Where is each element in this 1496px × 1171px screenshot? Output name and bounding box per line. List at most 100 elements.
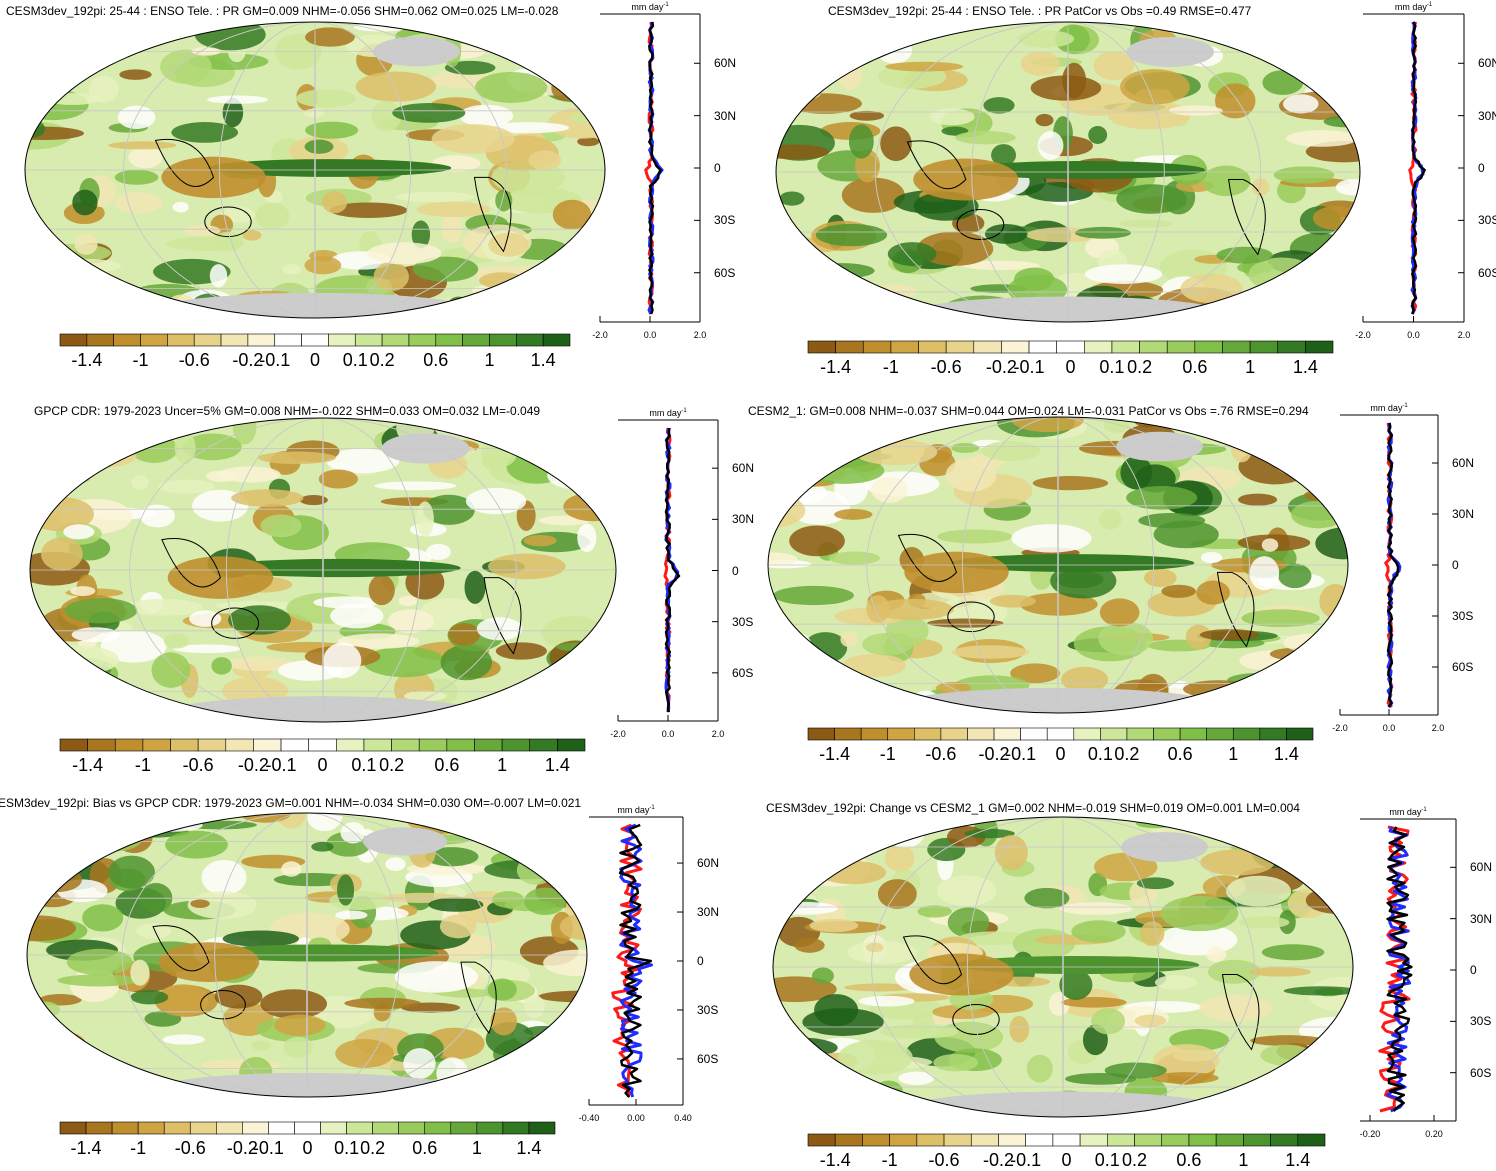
world-map xyxy=(24,21,606,319)
colorbar-label: -0.2 xyxy=(978,744,1010,764)
colorbar-label: 0.2 xyxy=(379,755,405,775)
panel-title: ESM3dev_192pi: Bias vs GPCP CDR: 1979-20… xyxy=(0,796,582,810)
lat-tick-label: 0 xyxy=(1478,161,1485,175)
panel-title: CESM3dev_192pi: Change vs CESM2_1 GM=0.0… xyxy=(766,801,1300,815)
panel-2: CESM3dev_192pi: 25-44 : ENSO Tele. : PR … xyxy=(748,0,1496,390)
colorbar-label: 0.6 xyxy=(1167,744,1193,764)
lat-tick-label: 60S xyxy=(732,665,754,680)
colorbar-label: -0.1 xyxy=(252,1138,284,1158)
colorbar-label: -0.1 xyxy=(265,755,297,775)
colorbar-label: 0.2 xyxy=(1114,744,1140,764)
lat-tick-label: 30N xyxy=(697,905,720,920)
colorbar-label: -0.2 xyxy=(985,357,1017,377)
colorbar-label: -0.1 xyxy=(1013,357,1045,377)
colorbar-label: 1 xyxy=(1245,357,1256,377)
lat-tick-label: 30S xyxy=(1478,213,1496,228)
profile-xtick-label: -2.0 xyxy=(1355,330,1371,340)
profile-xtick-label: 0.0 xyxy=(1407,330,1420,340)
lat-tick-label: 30N xyxy=(714,108,737,123)
colorbar xyxy=(807,340,1334,354)
colorbar-label: 0 xyxy=(302,1138,313,1158)
colorbar-label: 0.1 xyxy=(1094,1150,1120,1170)
colorbar-label: -0.6 xyxy=(925,744,957,764)
panel-4: CESM2_1: GM=0.008 NHM=-0.037 SHM=0.044 O… xyxy=(748,395,1496,785)
colorbar xyxy=(807,1133,1326,1147)
colorbar-label: -0.6 xyxy=(178,350,210,370)
panel-6: CESM3dev_192pi: Change vs CESM2_1 GM=0.0… xyxy=(748,795,1496,1170)
zonal-profile xyxy=(1360,818,1457,1122)
profile-xtick-label: 2.0 xyxy=(693,330,707,340)
zonal-profile xyxy=(617,419,719,722)
colorbar-label: 1.4 xyxy=(1285,1150,1311,1170)
profile-xtick-label: -2.0 xyxy=(610,729,626,739)
colorbar-label: -0.6 xyxy=(174,1138,206,1158)
lat-tick-label: 0 xyxy=(732,563,739,578)
colorbar-label: -1.4 xyxy=(71,350,103,370)
world-map xyxy=(772,816,1354,1118)
colorbar-label: 0.6 xyxy=(434,755,460,775)
colorbar-label: -0.6 xyxy=(930,357,962,377)
colorbar-label: 0 xyxy=(317,755,328,775)
colorbar-label: -0.1 xyxy=(259,350,291,370)
lat-tick-label: 30S xyxy=(1452,609,1474,623)
colorbar-label: 1.4 xyxy=(1292,357,1318,377)
profile-xtick-label: -2.0 xyxy=(592,330,608,340)
profile-xtick-label: 0.40 xyxy=(674,1113,692,1123)
lat-tick-label: 60S xyxy=(1478,265,1496,280)
profile-xtick-label: 2.0 xyxy=(1457,330,1471,340)
colorbar-label: 0.6 xyxy=(423,350,449,370)
colorbar-label: 0.2 xyxy=(360,1138,386,1158)
lat-tick-label: 0 xyxy=(714,161,721,175)
colorbar-label: 1 xyxy=(471,1138,482,1158)
world-map xyxy=(775,21,1361,323)
colorbar-label: 1.4 xyxy=(544,755,570,775)
zonal-profile xyxy=(1362,13,1465,323)
colorbar-label: 0.2 xyxy=(369,350,395,370)
colorbar-label: -0.6 xyxy=(928,1150,960,1170)
colorbar-label: 0.1 xyxy=(334,1138,360,1158)
colorbar-label: 0 xyxy=(309,350,321,370)
profile-xtick-label: -2.0 xyxy=(1332,723,1348,733)
colorbar-label: 0.2 xyxy=(1127,357,1153,377)
lat-tick-label: 60N xyxy=(1452,456,1475,470)
lat-tick-label: 60N xyxy=(1470,860,1493,875)
colorbar-label: 1 xyxy=(1228,744,1239,764)
lat-tick-label: 60S xyxy=(1470,1065,1492,1080)
colorbar-label: -1 xyxy=(881,1150,898,1170)
unit-exponent: -1 xyxy=(1402,403,1408,409)
profile-xtick-label: 0.0 xyxy=(643,330,657,340)
profile-xtick-label: 2.0 xyxy=(1431,723,1445,733)
unit-exponent: -1 xyxy=(1421,807,1427,813)
lat-tick-label: 0 xyxy=(1452,558,1459,572)
panel-5: ESM3dev_192pi: Bias vs GPCP CDR: 1979-20… xyxy=(0,795,748,1167)
colorbar xyxy=(807,727,1314,741)
profile-xtick-label: 2.0 xyxy=(711,729,725,739)
colorbar-label: -1 xyxy=(132,350,149,370)
lat-tick-label: 60S xyxy=(697,1051,719,1066)
panel-3: GPCP CDR: 1979-2023 Uncer=5% GM=0.008 NH… xyxy=(0,395,754,785)
unit-exponent: -1 xyxy=(1426,2,1433,8)
colorbar-label: 1 xyxy=(497,755,508,775)
colorbar-label: 0.6 xyxy=(412,1138,438,1158)
lat-tick-label: 0 xyxy=(697,954,704,968)
colorbar-label: -1 xyxy=(882,357,899,377)
lat-tick-label: 60N xyxy=(732,461,755,476)
unit-label: mm day-1 xyxy=(1370,403,1408,413)
panel-title: CESM3dev_192pi: 25-44 : ENSO Tele. : PR … xyxy=(6,4,559,18)
colorbar-label: 0 xyxy=(1061,1150,1072,1170)
lat-tick-label: 30S xyxy=(1470,1014,1492,1029)
unit-label: mm day-1 xyxy=(649,408,687,418)
unit-exponent: -1 xyxy=(681,408,687,414)
lat-tick-label: 60N xyxy=(697,856,720,871)
profile-xtick-label: -0.40 xyxy=(578,1113,600,1123)
lat-tick-label: 60S xyxy=(1452,660,1474,674)
colorbar-label: 0.2 xyxy=(1122,1150,1148,1170)
colorbar-label: 0.6 xyxy=(1182,357,1208,377)
lat-tick-label: 60N xyxy=(1478,56,1496,71)
lat-tick-label: 30S xyxy=(714,213,736,228)
panel-title: CESM2_1: GM=0.008 NHM=-0.037 SHM=0.044 O… xyxy=(748,404,1309,418)
colorbar-label: 0.1 xyxy=(1087,744,1113,764)
colorbar-label: -1 xyxy=(879,744,896,764)
unit-label: mm day-1 xyxy=(1389,807,1427,817)
lat-tick-label: 30S xyxy=(732,614,754,629)
